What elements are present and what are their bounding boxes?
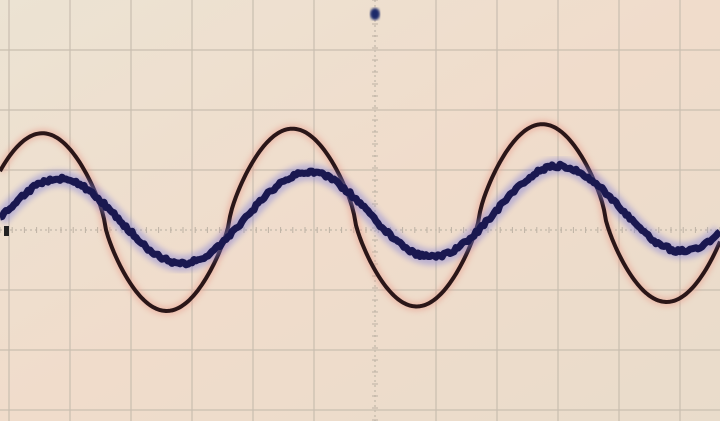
ground-marker xyxy=(4,226,9,236)
trigger-marker xyxy=(370,8,380,20)
